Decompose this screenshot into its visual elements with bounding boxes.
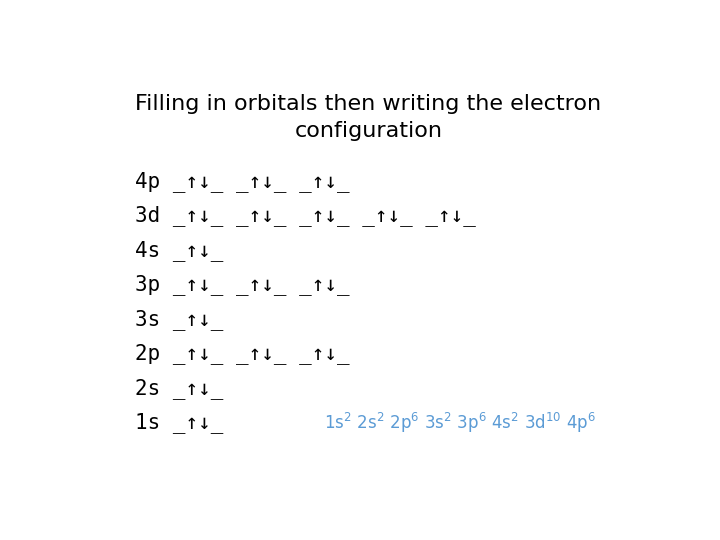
Text: 4p _↑↓_ _↑↓_ _↑↓_: 4p _↑↓_ _↑↓_ _↑↓_ [135,171,349,192]
Text: $\mathregular{1s^2\ 2s^2\ 2p^6\ 3s^2\ 3p^6\ 4s^2\ 3d^{10}\ 4p^6}$: $\mathregular{1s^2\ 2s^2\ 2p^6\ 3s^2\ 3p… [324,411,596,435]
Text: 2p _↑↓_ _↑↓_ _↑↓_: 2p _↑↓_ _↑↓_ _↑↓_ [135,343,349,364]
Text: 1s _↑↓_: 1s _↑↓_ [135,413,223,433]
Text: 3d _↑↓_ _↑↓_ _↑↓_ _↑↓_ _↑↓_: 3d _↑↓_ _↑↓_ _↑↓_ _↑↓_ _↑↓_ [135,205,475,226]
Text: 3p _↑↓_ _↑↓_ _↑↓_: 3p _↑↓_ _↑↓_ _↑↓_ [135,274,349,295]
Text: Filling in orbitals then writing the electron: Filling in orbitals then writing the ele… [135,94,600,114]
Text: 2s _↑↓_: 2s _↑↓_ [135,378,223,399]
Text: 4s _↑↓_: 4s _↑↓_ [135,240,223,261]
Text: configuration: configuration [295,121,443,141]
Text: 3s _↑↓_: 3s _↑↓_ [135,309,223,330]
